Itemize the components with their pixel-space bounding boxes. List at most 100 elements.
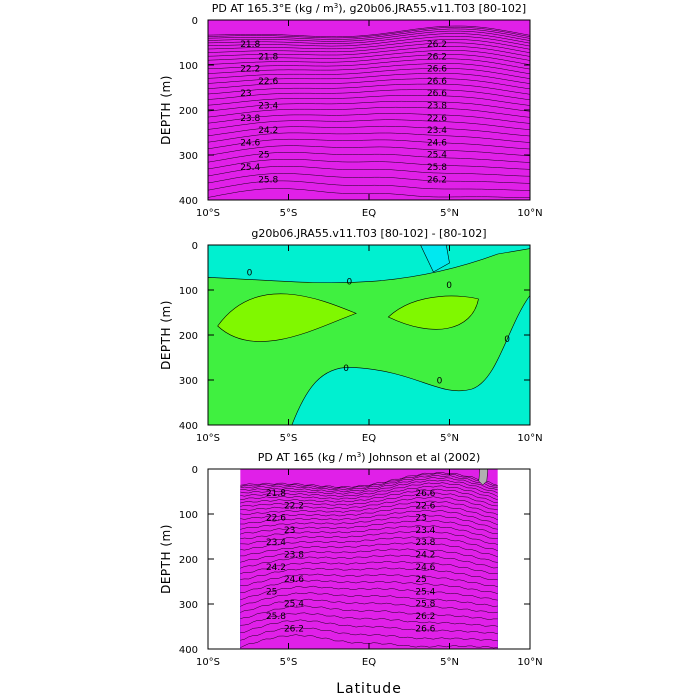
contour-label: 22.6 [427,114,447,124]
contour-label: 24.2 [415,551,435,561]
contour-label: 26.6 [427,77,447,87]
chart-title: g20b06.JRA55.v11.T03 [80-102] - [80-102] [251,227,486,240]
x-tick-label: 10°N [517,657,542,668]
contour-line [240,488,498,504]
y-tick-label: 0 [192,465,198,476]
contour-line [240,530,498,545]
chart-title: PD AT 165 (kg / m3) Johnson et al (2002) [258,451,481,464]
y-tick-label: 100 [179,61,198,72]
contour-label: 25.4 [284,600,304,610]
contour-label: 26.2 [427,40,447,50]
x-tick-label: EQ [362,208,376,219]
contour-label: 25.4 [427,151,447,161]
contour-label: 22.6 [415,501,435,511]
contour-line [240,509,498,526]
contour-fill: 21.8 21.8 22.2 22.6 23 23.4 23.8 24.2 24.6 25 25.4… [208,20,530,200]
contour-label: 25 [415,575,426,585]
contour-line [240,536,498,552]
contour-label: 0 [446,281,452,291]
contour-line [208,36,530,47]
contour-fill: 0 0 0 0 0 0 [208,245,530,425]
contour-label: 21.8 [240,40,260,50]
panel-1: 21.8 21.8 22.2 22.6 23 23.4 23.8 24.2 24.6 25 25.4… [159,2,543,219]
x-tick-label: 10°S [196,433,220,444]
contour-line [240,479,498,495]
panel-2: 0 0 0 0 0 0 10°S 5°S EQ 5°N 10°N 0 100 200 300 400 DEPTH… [159,227,543,444]
contour-label: 23.8 [415,538,435,548]
contour-line [240,472,498,488]
contour-line [240,492,498,507]
contour-line [240,525,498,540]
y-tick-label: 0 [192,16,198,27]
contour-label: 21.8 [266,489,286,499]
contour-label: 0 [346,278,352,288]
contour-label: 26.2 [427,52,447,62]
y-tick-label: 300 [179,376,198,387]
contour-label: 25 [258,151,269,161]
contour-line [208,73,530,84]
x-tick-label: 5°S [280,433,298,444]
contour-label: 26.2 [284,624,304,634]
contour-line [240,519,498,535]
contour-line [208,42,530,53]
contour-line [240,560,498,575]
y-axis-label: DEPTH (m) [159,75,173,145]
y-tick-label: 300 [179,600,198,611]
contour-line [208,33,530,44]
x-tick-label: 10°S [196,208,220,219]
y-tick-label: 100 [179,510,198,521]
contour-label: 25.8 [266,612,286,622]
contour-label: 22.2 [240,65,260,75]
contour-label: 24.2 [266,563,286,573]
contour-line [208,39,530,50]
contour-label: 26.2 [427,175,447,185]
contour-band [208,248,530,425]
contour-line [208,113,530,124]
x-axis-label: Latitude [336,681,402,697]
y-tick-label: 400 [179,421,198,432]
contour-line [208,25,530,38]
contour-line [208,166,530,177]
y-tick-label: 200 [179,331,198,342]
contour-label: 21.8 [258,52,278,62]
x-tick-label: 5°N [440,433,459,444]
contour-line [208,119,530,130]
contour-line [208,132,530,143]
contour-label: 0 [343,364,349,374]
contour-label: 24.2 [258,126,278,136]
contour-label: 23 [240,89,251,99]
contour-line [208,152,530,163]
contour-label: 23.8 [284,551,304,561]
contour-line [208,95,530,106]
y-tick-label: 300 [179,151,198,162]
contour-line [208,89,530,101]
x-tick-label: EQ [362,657,376,668]
contour-line [208,106,530,118]
contour-line [240,482,498,497]
contour-label: 0 [247,269,253,279]
contour-line [240,514,498,530]
x-tick-label: 5°S [280,208,298,219]
contour-label: 22.6 [266,514,286,524]
contour-line [208,26,530,39]
contour-line [208,68,530,79]
contour-line [240,505,498,521]
contour-line [240,605,498,620]
contour-line [208,28,530,40]
contour-label: 24.6 [284,575,304,585]
contour-line [208,125,530,137]
contour-label: 24.6 [427,138,447,148]
x-tick-label: EQ [362,433,376,444]
chart-title: PD AT 165.3°E (kg / m3), g20b06.JRA55.v1… [212,2,526,15]
contour-line [208,173,530,184]
contour-line [240,473,498,489]
contour-fill: 21.8 22.2 22.6 23 23.4 23.8 24.2 24.6 25 25.4 25.8… [240,469,498,649]
contour-band [387,295,479,330]
contour-line [208,159,530,170]
contour-label: 23 [415,514,426,524]
contour-line [240,585,498,601]
contour-line [208,50,530,61]
contour-line [240,567,498,581]
contour-line [240,542,498,558]
contour-line [240,500,498,516]
